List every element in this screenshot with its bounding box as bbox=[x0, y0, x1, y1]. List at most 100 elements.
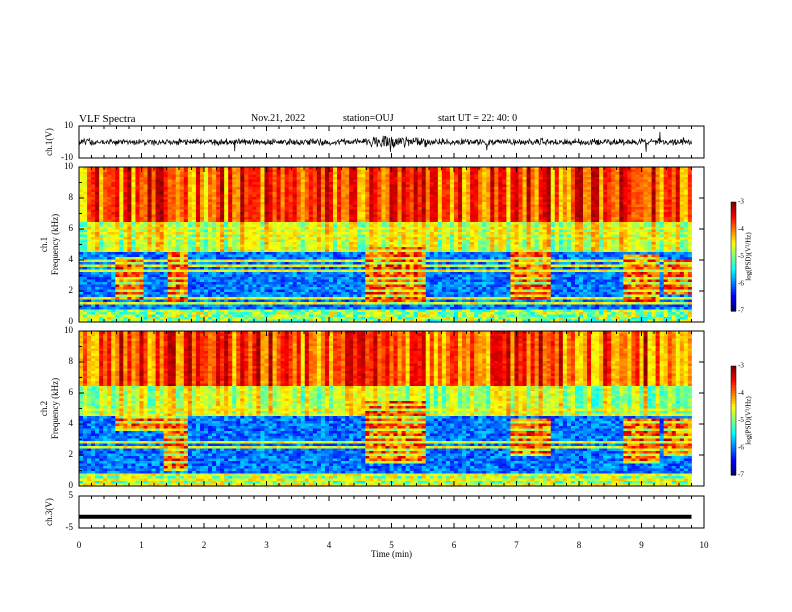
ch1-spectrogram-heatmap-cell bbox=[179, 237, 185, 241]
ch1-spectrogram-heatmap-cell bbox=[300, 177, 306, 181]
ch1-spectrogram-heatmap-cell bbox=[204, 282, 209, 286]
ch1-spectrogram-heatmap-cell bbox=[163, 312, 169, 316]
ch1-spectrogram-heatmap-cell bbox=[308, 302, 314, 306]
ch1-spectrogram-heatmap-cell bbox=[208, 307, 213, 311]
ch1-spectrogram-heatmap-cell bbox=[135, 214, 141, 218]
ch1-spectrogram-heatmap-cell bbox=[316, 289, 322, 293]
ch1-spectrogram-heatmap-cell bbox=[212, 282, 217, 286]
ch1-spectrogram-heatmap-cell bbox=[365, 294, 370, 298]
ch1-spectrogram-heatmap-cell bbox=[159, 254, 165, 258]
ch1-spectrogram-heatmap-cell bbox=[95, 319, 100, 323]
ch1-spectrogram-heatmap-cell bbox=[155, 249, 161, 253]
ch1-spectrogram-heatmap-cell bbox=[252, 212, 258, 216]
ch1-spectrogram-heatmap-cell bbox=[320, 174, 326, 178]
ch1-spectrogram-heatmap-cell bbox=[393, 287, 399, 291]
ch1-spectrogram-heatmap-cell bbox=[127, 314, 133, 318]
ch1-spectrogram-heatmap-cell bbox=[220, 229, 225, 233]
ch1-spectrogram-heatmap-cell bbox=[316, 212, 322, 216]
ch1-spectrogram-heatmap-cell bbox=[87, 287, 92, 291]
ch1-spectrogram-heatmap-cell bbox=[163, 214, 169, 218]
ch1-spectrogram-heatmap-cell bbox=[119, 274, 124, 278]
ch1-spectrogram-heatmap-cell bbox=[393, 257, 399, 261]
ch1-spectrogram-heatmap-cell bbox=[296, 284, 302, 288]
ch1-spectrogram-heatmap-cell bbox=[296, 272, 302, 276]
ch1-spectrogram-heatmap-cell bbox=[304, 249, 310, 253]
ch1-spectrogram-heatmap-cell bbox=[369, 169, 374, 173]
ch1-spectrogram-heatmap-cell bbox=[324, 182, 330, 186]
ch1-spectrogram-heatmap-cell bbox=[159, 267, 165, 271]
ch1-spectrogram-heatmap-cell bbox=[179, 194, 185, 198]
ch1-spectrogram-heatmap-cell bbox=[183, 219, 189, 223]
ch1-spectrogram-heatmap-cell bbox=[320, 167, 326, 171]
ch1-spectrogram-heatmap-cell bbox=[139, 229, 145, 233]
ch1-spectrogram-heatmap-cell bbox=[345, 169, 350, 173]
ch1-spectrogram-heatmap-cell bbox=[228, 267, 233, 271]
ch1-spectrogram-heatmap-cell bbox=[151, 287, 157, 291]
ch1-spectrogram-heatmap-cell bbox=[220, 292, 225, 296]
ch1-spectrogram-heatmap-cell bbox=[361, 234, 366, 238]
ch1-spectrogram-heatmap-cell bbox=[324, 167, 330, 171]
ch1-spectrogram-heatmap-cell bbox=[107, 179, 112, 183]
ch1-spectrogram-heatmap-cell bbox=[288, 212, 294, 216]
ch1-spectrogram-heatmap-cell bbox=[244, 309, 249, 313]
ch1-spectrogram-heatmap-cell bbox=[199, 299, 205, 303]
ch1-spectrogram-heatmap-cell bbox=[377, 264, 383, 268]
ch1-spectrogram-heatmap-cell bbox=[199, 304, 205, 308]
ch1-spectrogram-heatmap-cell bbox=[232, 167, 237, 171]
ch1-spectrogram-heatmap-cell bbox=[115, 289, 120, 293]
ch1-spectrogram-heatmap-cell bbox=[171, 294, 177, 298]
ch1-spectrogram-heatmap-cell bbox=[296, 294, 302, 298]
ch1-spectrogram-heatmap-cell bbox=[361, 202, 366, 206]
ch1-spectrogram-heatmap-cell bbox=[353, 307, 358, 311]
ch1-spectrogram-heatmap-cell bbox=[308, 219, 314, 223]
ch1-spectrogram-heatmap-cell bbox=[393, 269, 399, 273]
ch1-spectrogram-heatmap-cell bbox=[280, 307, 286, 311]
ch1-spectrogram-heatmap-cell bbox=[228, 287, 233, 291]
ch1-spectrogram-heatmap-cell bbox=[115, 207, 120, 211]
ch1-spectrogram-heatmap-cell bbox=[337, 284, 342, 288]
ch1-spectrogram-heatmap-cell bbox=[365, 237, 370, 241]
ch1-spectrogram-heatmap-cell bbox=[272, 202, 278, 206]
ch1-spectrogram-heatmap-cell bbox=[333, 197, 338, 201]
ch1-spectrogram-heatmap-cell bbox=[268, 179, 274, 183]
ch1-spectrogram-heatmap-cell bbox=[191, 312, 197, 316]
ch1-spectrogram-heatmap-cell bbox=[337, 282, 342, 286]
ch1-spectrogram-heatmap-cell bbox=[377, 199, 383, 203]
ch1-spectrogram-heatmap-cell bbox=[349, 247, 354, 251]
ch1-spectrogram-heatmap-cell bbox=[256, 169, 262, 173]
ch1-spectrogram-heatmap-cell bbox=[95, 229, 100, 233]
ch1-spectrogram-heatmap-cell bbox=[256, 187, 262, 191]
ch1-spectrogram-heatmap-cell bbox=[151, 292, 157, 296]
ch1-spectrogram-heatmap-cell bbox=[252, 294, 258, 298]
ch1-spectrogram-heatmap-cell bbox=[361, 252, 366, 256]
ch1-spectrogram-heatmap-cell bbox=[320, 219, 326, 223]
ch1-spectrogram-heatmap-cell bbox=[171, 222, 177, 226]
ch1-spectrogram-heatmap-cell bbox=[115, 312, 120, 316]
ch1-spectrogram-heatmap-cell bbox=[103, 307, 108, 311]
ch1-spectrogram-heatmap-cell bbox=[300, 267, 306, 271]
ch1-spectrogram-heatmap-cell bbox=[365, 222, 370, 226]
ch1-spectrogram-heatmap-cell bbox=[369, 284, 374, 288]
ch1-spectrogram-heatmap-cell bbox=[240, 294, 245, 298]
ch1-spectrogram-heatmap-cell bbox=[87, 247, 92, 251]
ch1-spectrogram-heatmap-cell bbox=[183, 222, 189, 226]
ch1-spectrogram-heatmap-cell bbox=[171, 179, 177, 183]
ch1-spectrogram-heatmap-cell bbox=[353, 202, 358, 206]
ch1-spectrogram-heatmap-cell bbox=[349, 199, 354, 203]
ch1-spectrogram-heatmap-cell bbox=[228, 224, 233, 228]
ch1-spectrogram-heatmap-cell bbox=[204, 177, 209, 181]
ch1-spectrogram-heatmap-cell bbox=[216, 237, 221, 241]
ch1-spectrogram-heatmap-cell bbox=[127, 277, 133, 281]
ch1-spectrogram-heatmap-cell bbox=[179, 249, 185, 253]
ch1-spectrogram-heatmap-cell bbox=[236, 234, 241, 238]
ch1-spectrogram-heatmap-cell bbox=[284, 282, 290, 286]
ch1-spectrogram-heatmap-cell bbox=[167, 249, 173, 253]
ch1-spectrogram-heatmap-cell bbox=[83, 214, 88, 218]
ch1-spectrogram-heatmap-cell bbox=[320, 264, 326, 268]
ch1-spectrogram-heatmap-cell bbox=[349, 197, 354, 201]
ch1-spectrogram-heatmap-cell bbox=[248, 174, 253, 178]
ch1-spectrogram-heatmap-cell bbox=[280, 229, 286, 233]
ch1-spectrogram-heatmap-cell bbox=[224, 239, 229, 243]
ch1-spectrogram-heatmap-cell bbox=[179, 287, 185, 291]
ch1-spectrogram-heatmap-cell bbox=[385, 184, 391, 188]
